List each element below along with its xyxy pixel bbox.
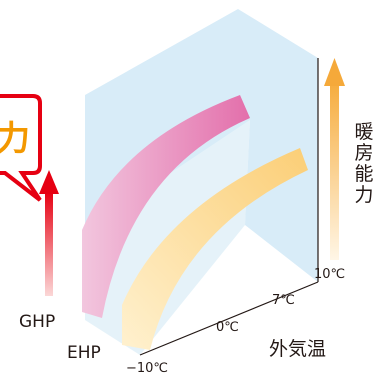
orange-up-arrow [324, 58, 345, 260]
ehp-capacity-curve [122, 148, 308, 350]
ghp-capacity-curve [82, 95, 250, 318]
heating-capacity-axis-label: 暖 房 能 力 [352, 122, 376, 206]
ghp-label: GHP [19, 312, 56, 332]
heating-capacity-char: 能 [354, 163, 374, 185]
tick-10: 10℃ [314, 267, 346, 282]
ehp-label: EHP [67, 343, 101, 363]
callout-text-fragment: 力 [0, 119, 30, 159]
tick-0: 0℃ [216, 320, 239, 335]
heating-capacity-char: 力 [354, 184, 374, 206]
callout-box: 力 [0, 94, 42, 202]
temperature-axis-line [139, 281, 319, 356]
tick-7: 7℃ [272, 293, 295, 308]
outdoor-temperature-axis-label: 外気温 [269, 338, 327, 360]
red-up-arrow [39, 170, 59, 296]
heating-capacity-char: 暖 [354, 121, 374, 143]
heating-capacity-char: 房 [354, 142, 374, 164]
tick-minus-10: −10℃ [126, 361, 169, 376]
